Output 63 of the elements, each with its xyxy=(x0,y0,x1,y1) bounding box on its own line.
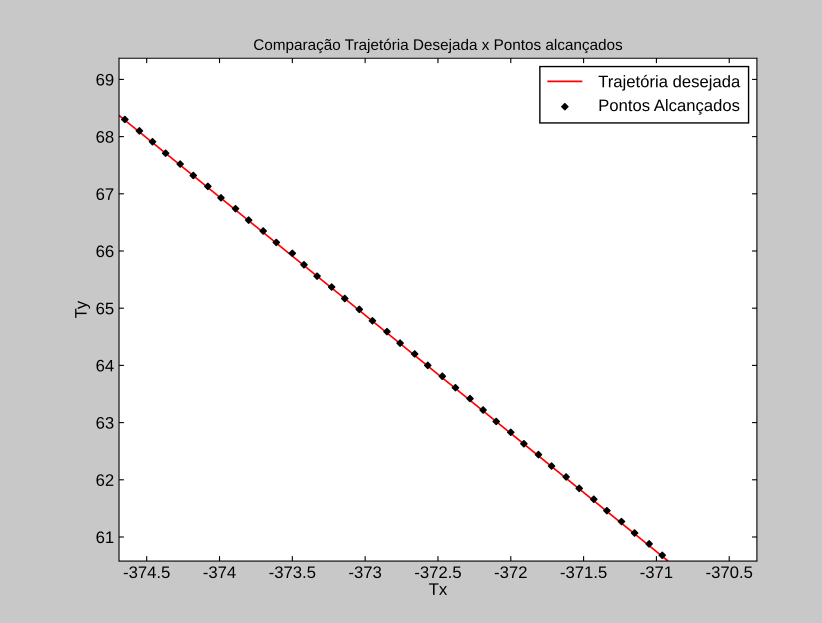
y-tick-label: 66 xyxy=(96,245,114,258)
point xyxy=(452,384,460,392)
point xyxy=(383,328,391,336)
legend-label: Pontos Alcançados xyxy=(600,98,740,115)
point xyxy=(328,283,336,291)
point xyxy=(645,540,653,548)
point xyxy=(368,316,376,325)
y-tick-label: 63 xyxy=(96,416,114,429)
point xyxy=(176,160,184,168)
point xyxy=(204,182,212,190)
point xyxy=(618,518,626,526)
point xyxy=(479,406,487,414)
point xyxy=(288,249,296,258)
point xyxy=(506,428,515,436)
point xyxy=(396,339,404,347)
point xyxy=(630,529,638,537)
chart-title: Comparação Trajetória Desejada x Pontos alcançados xyxy=(254,38,622,54)
point xyxy=(162,149,170,157)
point xyxy=(575,484,584,492)
x-axis-title: Tx xyxy=(429,583,448,595)
point xyxy=(658,551,666,560)
x-tick-label: -372.5 xyxy=(415,566,461,578)
legend-label: Trajetória desejada xyxy=(598,74,740,91)
point xyxy=(438,372,446,380)
x-tick-label: -373.5 xyxy=(269,566,316,578)
y-tick-label: 62 xyxy=(96,474,114,486)
x-tick-label: -372 xyxy=(494,566,527,578)
point xyxy=(590,495,598,504)
point xyxy=(244,216,252,224)
point xyxy=(424,362,432,370)
point xyxy=(466,394,474,402)
point xyxy=(148,138,156,146)
point xyxy=(410,350,418,358)
y-tick-label: 61 xyxy=(96,531,114,544)
point xyxy=(232,204,240,212)
point xyxy=(136,127,144,135)
x-tick-label: -371 xyxy=(640,566,672,578)
point xyxy=(534,450,542,458)
point xyxy=(548,462,556,470)
y-tick-label: 65 xyxy=(96,302,114,314)
point xyxy=(603,506,611,514)
point xyxy=(217,194,225,202)
y-tick-label: 68 xyxy=(96,131,114,143)
x-tick-label: -370.5 xyxy=(706,566,752,578)
point xyxy=(340,294,349,302)
point xyxy=(259,227,268,235)
y-axis-title: Ty xyxy=(75,300,90,318)
x-tick-label: -374.5 xyxy=(124,566,170,578)
point xyxy=(300,260,308,269)
point xyxy=(520,440,528,448)
x-tick-label: -371.5 xyxy=(560,566,607,578)
y-tick-label: 67 xyxy=(96,188,114,200)
y-tick-label: 69 xyxy=(96,74,114,86)
point xyxy=(562,473,570,481)
point xyxy=(492,418,500,426)
x-tick-label: -374 xyxy=(204,566,236,578)
point xyxy=(190,172,198,180)
point xyxy=(272,238,280,246)
point xyxy=(121,116,129,124)
y-tick-label: 64 xyxy=(96,360,114,372)
point xyxy=(356,306,364,314)
point xyxy=(313,272,321,280)
x-tick-label: -373 xyxy=(349,566,382,578)
